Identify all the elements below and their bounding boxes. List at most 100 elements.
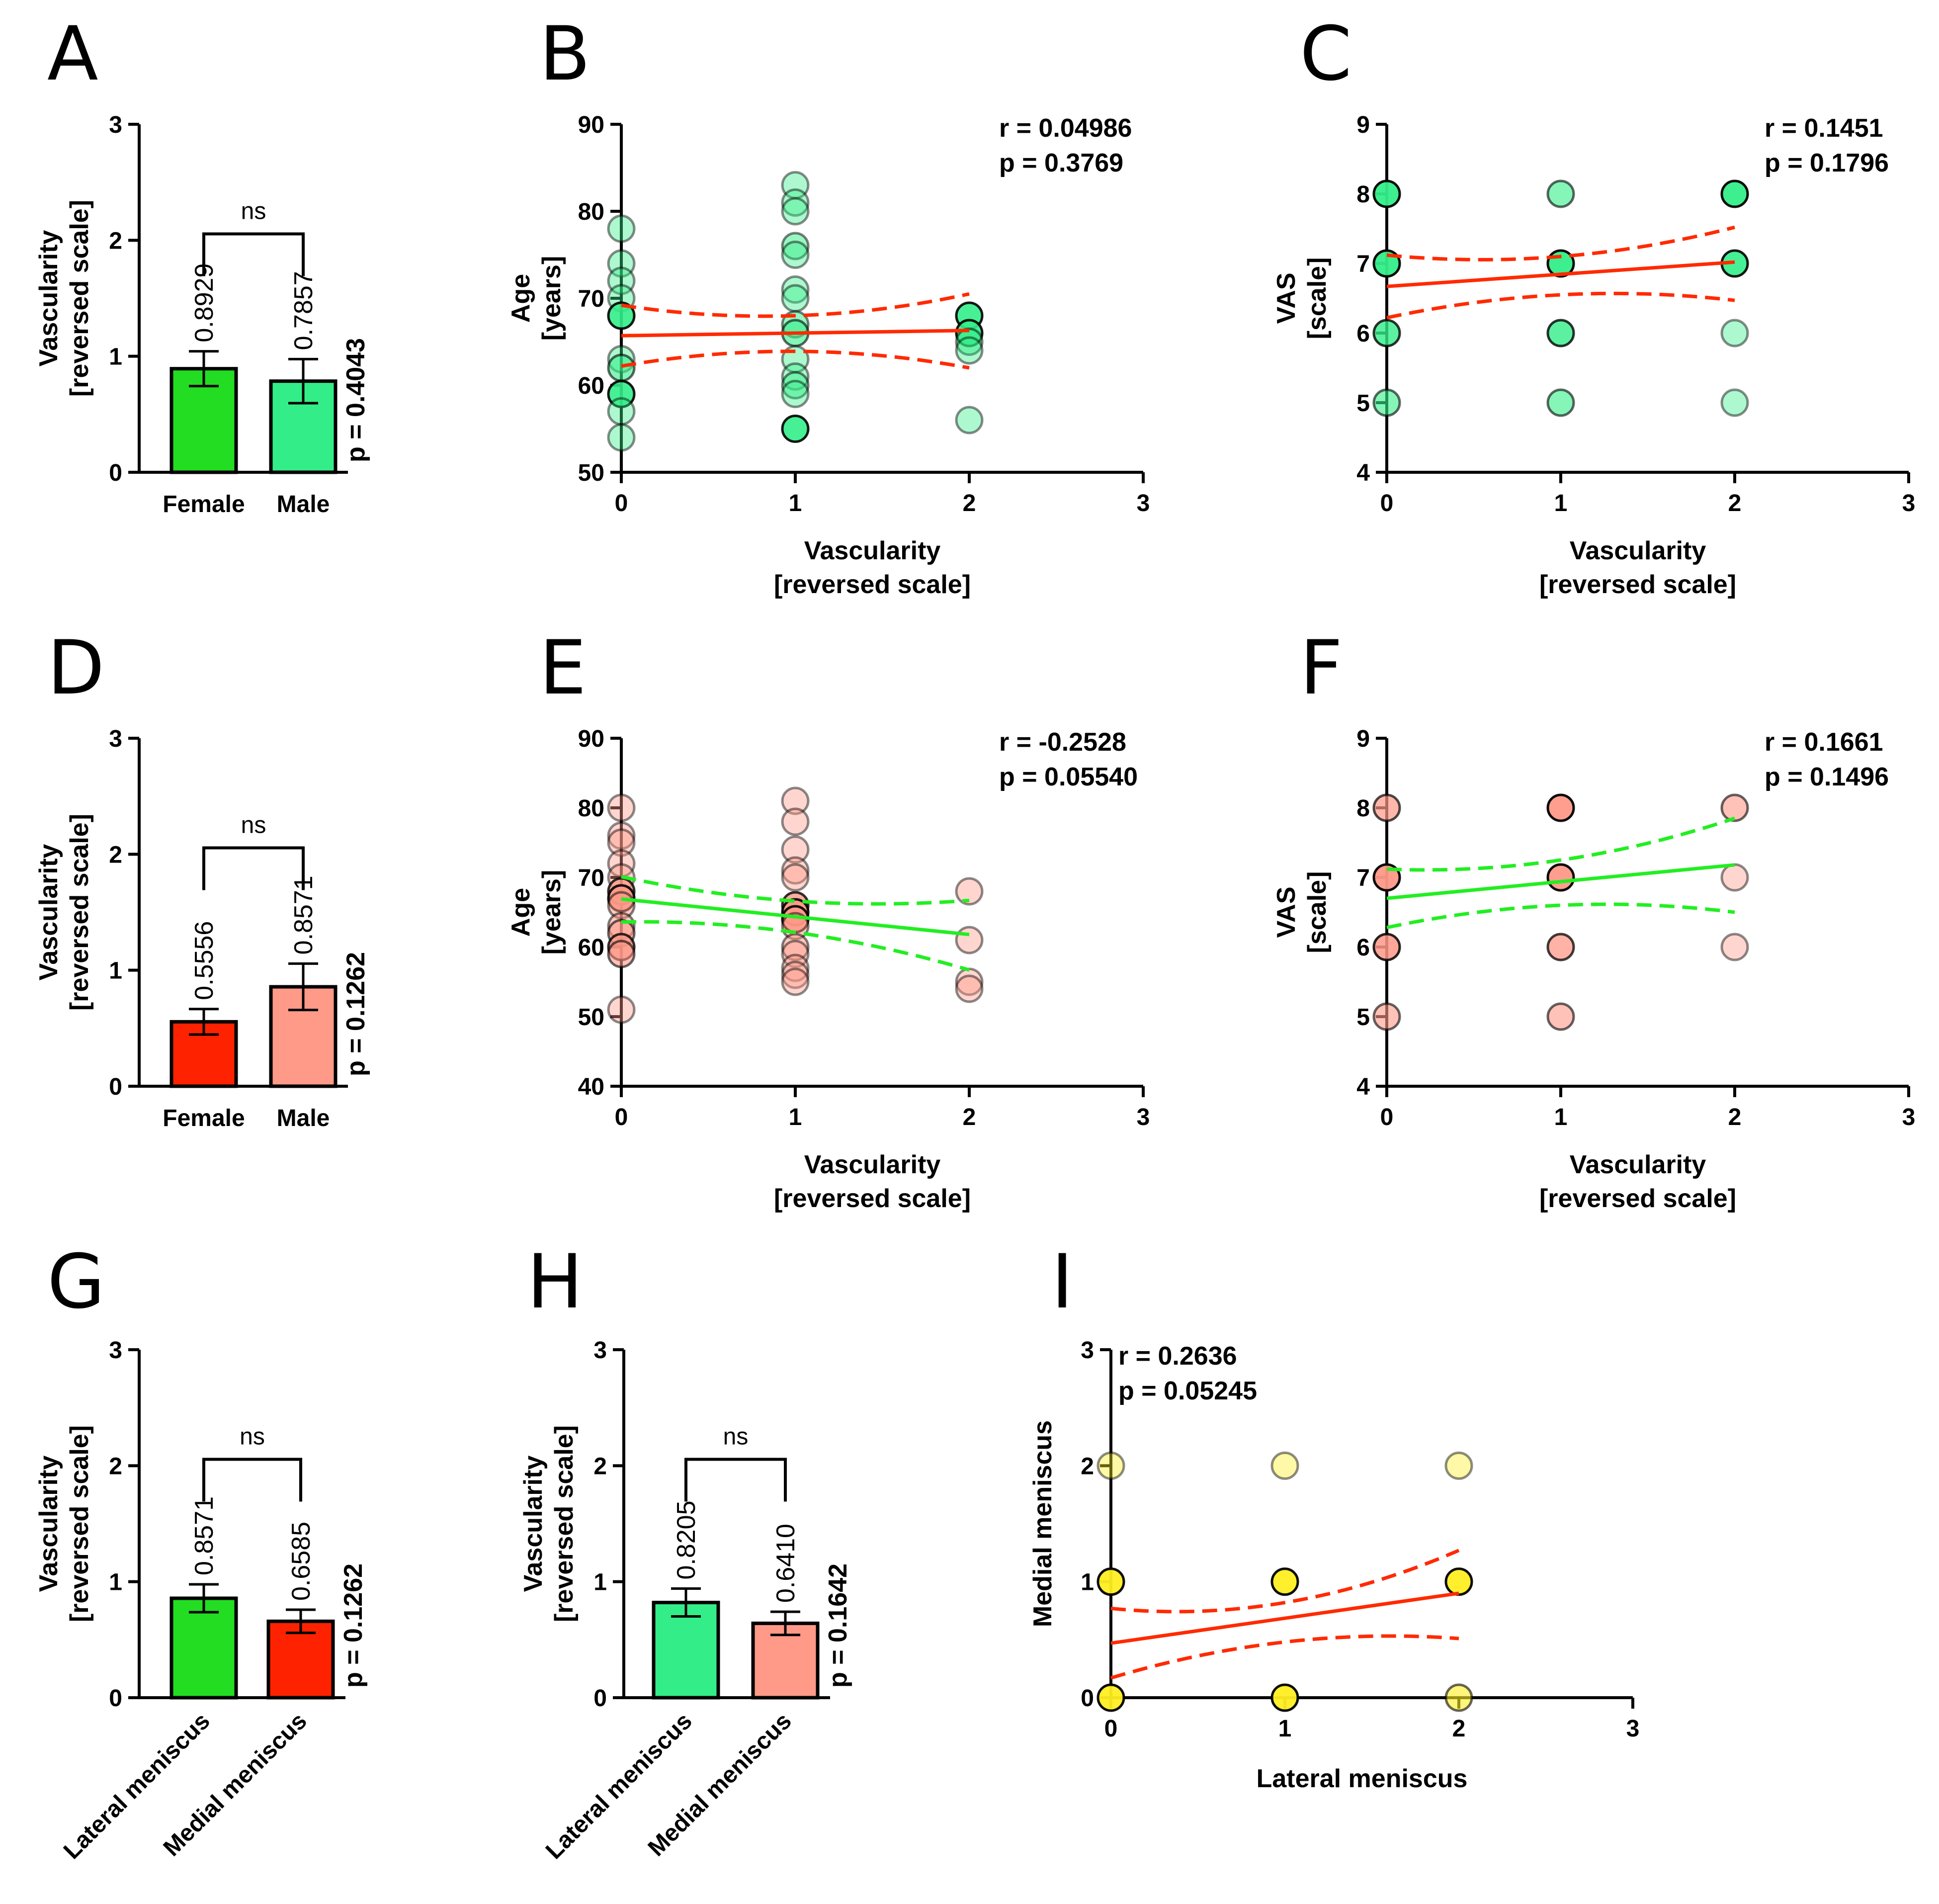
panel-c: C 4 5 6 7 8 9 0 1 2 3 Vascularity [reversed scale] VA… <box>1272 11 1915 599</box>
p-value-label: p = 0.3769 <box>999 149 1123 177</box>
y-tick-label: 50 <box>578 1004 604 1031</box>
x-tick-label: 0 <box>1380 1104 1394 1130</box>
panel-letter-d: D <box>47 625 105 711</box>
y-tick-label: 1 <box>593 1569 607 1596</box>
confidence-band-upper <box>1386 816 1736 872</box>
y-tick-label: 3 <box>593 1337 607 1364</box>
data-point <box>1372 793 1401 822</box>
y-tick-label: 0 <box>1081 1685 1094 1712</box>
y-tick-label: 2 <box>1081 1453 1094 1479</box>
y-tick-label: 0 <box>593 1685 607 1712</box>
p-value-label: p = 0.1262 <box>341 952 370 1076</box>
panel-i: I 0 1 2 3 0 1 2 3 Lateral meniscus Medial meniscus… <box>1028 1239 1639 1793</box>
significance-bracket <box>202 1458 302 1502</box>
category-label: Female <box>163 491 245 518</box>
y-tick-label: 6 <box>1356 935 1370 961</box>
data-point <box>1720 863 1749 892</box>
confidence-band-lower <box>1110 1634 1459 1680</box>
r-value-label: r = 0.1661 <box>1765 728 1883 757</box>
y-tick-label: 70 <box>578 286 604 312</box>
y-axis-title-line: [reversed scale] <box>65 1425 94 1622</box>
y-axis-title-line: Vascularity <box>34 844 63 981</box>
y-tick-label: 3 <box>1081 1337 1094 1364</box>
data-point <box>781 786 810 815</box>
regression-line <box>621 897 970 937</box>
data-point <box>955 974 984 1003</box>
x-axis-title-line: Vascularity <box>804 536 941 565</box>
significance-label: ns <box>240 1424 265 1450</box>
data-point <box>781 188 810 217</box>
y-axis-title: VAS[scale] <box>1272 258 1332 340</box>
y-axis-title: Age[years] <box>506 870 566 955</box>
panel-e: E 40 50 60 70 80 90 0 1 2 3 Vascularity [reversed sc… <box>506 625 1150 1213</box>
data-point <box>955 328 984 356</box>
x-tick-label: 1 <box>1554 1104 1568 1130</box>
x-axis-title: Vascularity [reversed scale] <box>774 536 971 599</box>
y-axis-title-line: [years] <box>537 870 566 955</box>
panel-d: D 0 1 2 3 Vascularity[reversed scale] 0.5556 Fe… <box>34 625 370 1131</box>
y-tick-label: 2 <box>109 1453 122 1479</box>
x-tick-label: 3 <box>1902 490 1916 517</box>
data-point <box>1444 1567 1473 1596</box>
data-point <box>607 380 636 408</box>
bar-value-label: 0.8929 <box>190 263 219 343</box>
x-axis-title-line: Vascularity <box>804 1150 941 1179</box>
data-point <box>607 397 636 426</box>
y-tick-label: 7 <box>1356 251 1370 277</box>
y-axis-title: Medial meniscus <box>1028 1420 1057 1627</box>
panel-letter-c: C <box>1300 11 1352 97</box>
x-tick-label: 1 <box>1278 1716 1292 1742</box>
y-axis-title-line: Medial meniscus <box>1028 1420 1057 1627</box>
significance-label: ns <box>241 812 266 839</box>
data-point <box>1720 179 1749 208</box>
y-axis-title: Vascularity[reversed scale] <box>34 814 94 1011</box>
y-tick-label: 8 <box>1356 795 1370 822</box>
y-axis-title-line: VAS <box>1272 886 1301 938</box>
y-axis-title-line: Age <box>506 888 535 937</box>
y-tick-label: 1 <box>109 1569 122 1596</box>
data-point <box>1096 1683 1125 1712</box>
data-point <box>1372 388 1401 417</box>
x-axis-title: Vascularity [reversed scale] <box>774 1150 971 1213</box>
regression-line <box>1386 260 1735 288</box>
data-point <box>607 821 636 850</box>
x-tick-label: 0 <box>1380 490 1394 517</box>
x-tick-label: 0 <box>1104 1716 1118 1742</box>
panel-letter-b: B <box>539 11 590 97</box>
x-axis-title: Vascularity [reversed scale] <box>1539 1150 1736 1213</box>
x-tick-label: 3 <box>1626 1716 1640 1742</box>
panel-a: A 0 1 2 3 Vascularity[reversed scale] 0.8929 Fe… <box>34 11 370 518</box>
x-axis-title-line: [reversed scale] <box>774 570 971 599</box>
p-value-label: p = 0.1642 <box>824 1563 852 1688</box>
y-tick-label: 2 <box>109 842 122 868</box>
data-point <box>955 877 984 906</box>
y-tick-label: 90 <box>578 726 604 752</box>
y-axis-title-line: Vascularity <box>34 1456 63 1592</box>
y-tick-label: 9 <box>1356 726 1370 752</box>
p-value-label: p = 0.05245 <box>1118 1377 1257 1405</box>
significance-bracket <box>202 232 305 276</box>
p-value-label: p = 0.1262 <box>339 1563 368 1688</box>
bar-2 <box>751 1621 820 1700</box>
x-axis-title-line: [reversed scale] <box>1539 1184 1736 1213</box>
confidence-band-upper <box>1386 225 1735 261</box>
data-point <box>1372 933 1401 961</box>
y-axis-title-line: [scale] <box>1303 258 1332 340</box>
category-label: Female <box>163 1105 245 1131</box>
significance-label: ns <box>723 1424 749 1450</box>
data-point <box>1372 1002 1401 1031</box>
y-tick-label: 50 <box>578 460 604 486</box>
x-tick-label: 3 <box>1137 490 1150 517</box>
y-tick-label: 4 <box>1356 460 1370 486</box>
panel-letter-g: G <box>47 1239 105 1325</box>
confidence-band-lower <box>1386 291 1735 320</box>
x-axis-title-line: Vascularity <box>1570 536 1706 565</box>
data-point <box>607 423 636 452</box>
y-tick-label: 3 <box>109 112 122 138</box>
confidence-band-lower <box>621 920 970 972</box>
x-axis-title-line: Vascularity <box>1570 1150 1706 1179</box>
confidence-band-lower <box>1386 902 1735 930</box>
bar-value-label: 0.7857 <box>289 271 318 350</box>
y-tick-label: 6 <box>1356 321 1370 347</box>
